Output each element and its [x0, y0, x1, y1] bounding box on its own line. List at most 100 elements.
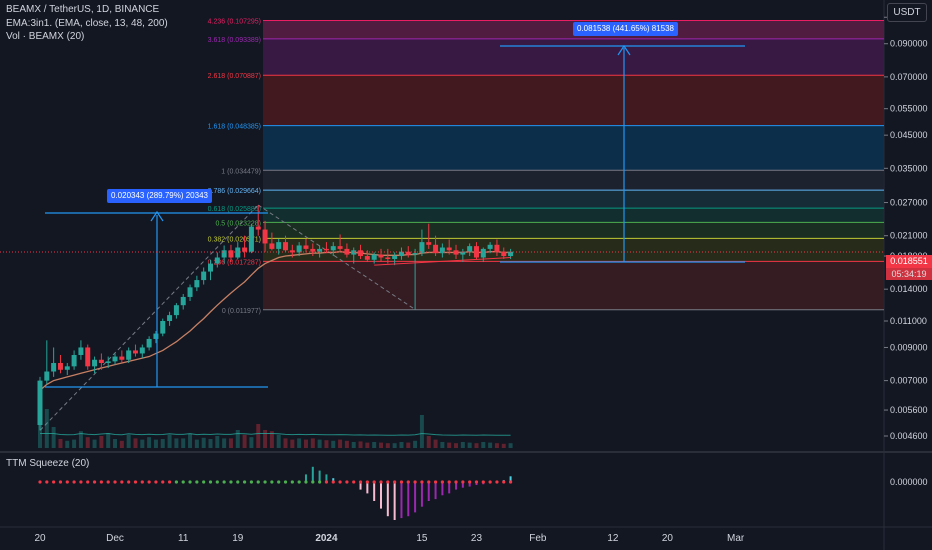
squeeze-dot [338, 480, 342, 484]
volume-bar [501, 443, 506, 448]
candle-body [139, 347, 145, 354]
fib-zone [263, 261, 884, 310]
squeeze-dot [386, 480, 390, 484]
momentum-bar [509, 476, 512, 482]
volume-bar [126, 434, 131, 448]
candle-body [412, 253, 418, 255]
volume-bar [113, 439, 118, 448]
x-tick-label: Feb [529, 533, 547, 544]
y-tick-label: 0.090000 [890, 39, 928, 49]
volume-bar [228, 438, 233, 448]
fib-zone [263, 75, 884, 126]
x-tick-label: 20 [662, 533, 674, 544]
currency-button[interactable]: USDT [887, 3, 927, 22]
squeeze-dot [399, 480, 404, 484]
fib-zone [263, 190, 884, 209]
candle-body [467, 246, 473, 252]
squeeze-dot [468, 480, 472, 484]
momentum-bar [386, 482, 389, 517]
volume-bar [167, 434, 172, 448]
candle-body [433, 244, 439, 254]
candle-body [473, 246, 479, 258]
squeeze-dot [174, 480, 178, 484]
squeeze-dot [86, 480, 90, 484]
volume-bar [358, 441, 363, 448]
squeeze-dot [188, 480, 192, 484]
candle-body [364, 256, 370, 260]
fib-level-label: 0.5 (0.023228) [215, 220, 261, 227]
candle-body [242, 247, 248, 252]
squeeze-dot [433, 480, 438, 484]
candle-body [487, 244, 493, 249]
squeeze-dot [297, 480, 301, 484]
squeeze-dot [147, 480, 151, 484]
bar-countdown: 05:34:19 [886, 268, 932, 280]
squeeze-dot [256, 480, 260, 484]
squeeze-dot [208, 480, 213, 484]
candle-body [426, 242, 432, 245]
candle-body [92, 359, 98, 367]
fib-level-label: 2.618 (0.070887) [208, 73, 261, 80]
volume-bar [249, 437, 254, 448]
volume-bar [256, 424, 261, 448]
candle-body [508, 251, 514, 257]
squeeze-dot [331, 480, 335, 484]
squeeze-dot [99, 480, 103, 484]
candle-body [439, 247, 445, 254]
fib-zone [263, 222, 884, 239]
volume-bar [188, 433, 193, 448]
squeeze-dot [181, 480, 185, 484]
candle-body [303, 245, 309, 249]
volume-bar [413, 440, 418, 448]
squeeze-dot [243, 480, 247, 484]
volume-bar [344, 440, 349, 448]
volume-bar [106, 433, 111, 448]
y-tick-label: 0.055000 [890, 104, 928, 114]
candle-body [289, 250, 295, 253]
volume-bar [181, 438, 186, 448]
candle-body [78, 347, 84, 356]
candle-body [119, 356, 125, 360]
squeeze-dot [58, 480, 63, 484]
y-tick-label: 0.027000 [890, 198, 928, 208]
volume-bar [263, 430, 268, 448]
fib-trend-line [257, 204, 416, 310]
squeeze-dot [38, 480, 42, 484]
x-tick-label: 11 [178, 533, 189, 544]
candle-body [351, 250, 357, 255]
y-tick-label: 0.070000 [890, 72, 928, 82]
volume-bar [235, 430, 240, 448]
y-tick-label: 0.005600 [890, 405, 928, 415]
volume-bar [153, 439, 158, 448]
volume-bar [194, 439, 199, 448]
candle-body [160, 320, 166, 334]
squeeze-dot [358, 480, 363, 484]
squeeze-dot [161, 480, 165, 484]
squeeze-dot [379, 480, 383, 484]
volume-bar [174, 438, 179, 448]
squeeze-dot [202, 480, 206, 484]
volume-bar [201, 437, 206, 448]
volume-bar [331, 440, 336, 448]
momentum-bar [455, 482, 458, 490]
candle-body [57, 363, 63, 370]
squeeze-dot [229, 480, 233, 484]
candle-body [371, 254, 377, 260]
fib-level-label: 3.618 (0.093389) [208, 37, 261, 44]
squeeze-dot [290, 480, 294, 484]
volume-bar [460, 442, 465, 448]
squeeze-dot [277, 480, 281, 484]
candle-body [255, 226, 261, 230]
volume-bar [72, 439, 77, 448]
volume-bar [297, 438, 302, 448]
candle-body [344, 248, 350, 255]
momentum-bar [414, 482, 417, 513]
volume-bar [379, 442, 383, 448]
squeeze-dot [372, 480, 376, 484]
candle-body [248, 226, 254, 252]
squeeze-dot [167, 480, 172, 484]
candle-body [269, 243, 275, 249]
squeeze-dot [447, 480, 451, 484]
momentum-bar [461, 482, 464, 488]
